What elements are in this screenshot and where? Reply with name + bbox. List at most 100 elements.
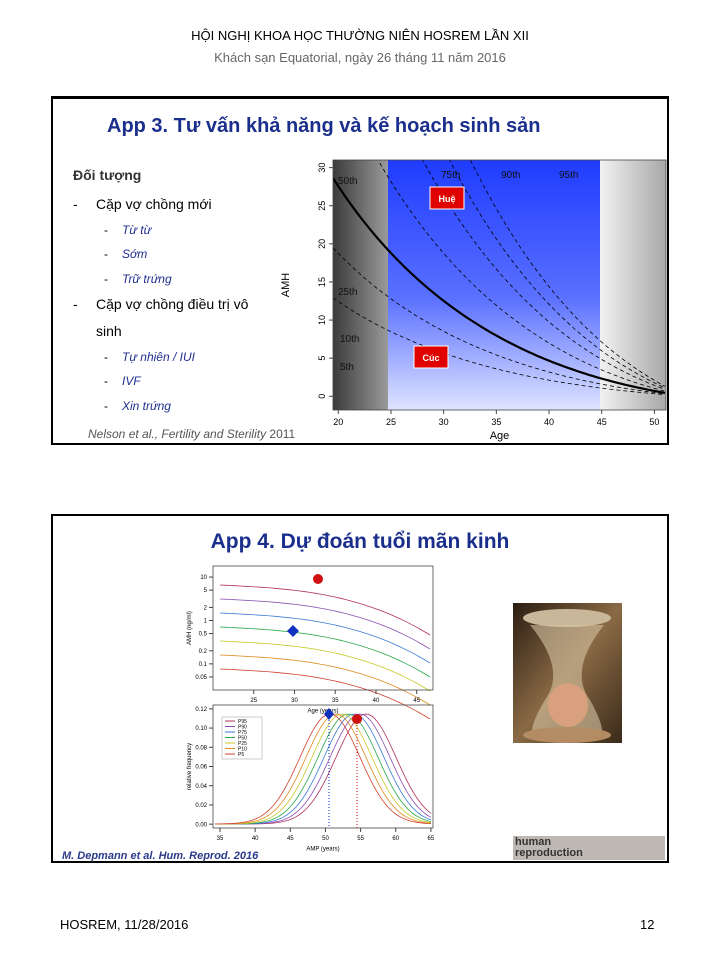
bullet: - <box>104 374 108 388</box>
x-tick-label: 45 <box>413 698 420 704</box>
x-tick-label: 30 <box>291 698 298 704</box>
citation-year: 2011 <box>269 427 296 441</box>
illustration <box>513 603 622 743</box>
logo-line: human <box>515 836 552 848</box>
y-tick-label: 10 <box>317 315 327 325</box>
bullet: - <box>104 350 108 364</box>
bullet: - <box>104 272 108 286</box>
x-axis-label: Age <box>490 430 510 442</box>
curve-label: 90th <box>501 170 520 181</box>
percentile-curve <box>377 160 666 392</box>
plot-frame <box>212 565 434 691</box>
y-tick-label: 0.1 <box>199 662 208 668</box>
citation-text: Nelson et al., Fertility and Sterility <box>88 427 267 441</box>
citation: Nelson et al., Fertility and Sterility 2… <box>88 427 295 441</box>
percentile-curve <box>333 177 666 394</box>
legend-label: P10 <box>238 747 247 753</box>
trend-curve <box>219 598 431 650</box>
x-tick-label: 60 <box>392 836 399 842</box>
trend-curve <box>219 584 431 636</box>
item: Xin trứng <box>122 399 171 413</box>
citation: M. Depmann et al. Hum. Reprod. 2016 <box>62 850 259 862</box>
footer-left: HOSREM, 11/28/2016 <box>60 917 189 932</box>
item: Sớm <box>122 247 148 261</box>
density-curve <box>215 713 432 825</box>
marker-label: Cúc <box>422 353 439 363</box>
percentile-curve <box>422 160 666 390</box>
item: Tự nhiên / IUI <box>122 350 195 364</box>
y-tick-label: 5 <box>317 356 327 361</box>
bullet: - <box>104 399 108 413</box>
bullet: - <box>104 223 108 237</box>
curve-label: 50th <box>338 176 357 187</box>
y-tick-label: 2 <box>204 606 208 612</box>
x-tick-label: 40 <box>252 836 259 842</box>
group-label: Cặp vợ chồng điều trị vô sinh <box>96 296 249 339</box>
bullet: - <box>73 296 78 312</box>
legend-label: P50 <box>238 736 247 742</box>
density-curve <box>215 713 432 825</box>
y-axis-label: AMH <box>280 273 292 298</box>
y-tick-label: 0.2 <box>199 649 208 655</box>
logo: human reproduction <box>513 836 665 860</box>
legend-label: P5 <box>238 752 244 758</box>
y-tick-label: 0.08 <box>195 745 207 751</box>
y-axis-label: AMH (ng/ml) <box>187 611 193 645</box>
y-tick-label: 0.10 <box>195 726 207 732</box>
trend-curve <box>219 640 431 692</box>
percentile-curve <box>333 247 666 395</box>
group-label: Cặp vợ chồng mới <box>96 196 212 212</box>
x-tick-label: 35 <box>491 417 501 427</box>
y-tick-label: 10 <box>200 575 207 581</box>
marker-box <box>413 345 449 369</box>
trend-curve <box>219 654 431 706</box>
y-tick-label: 0.12 <box>195 707 207 713</box>
shade-mid <box>388 160 600 410</box>
x-axis-label: Age (years) <box>307 709 338 715</box>
item: Trữ trứng <box>122 272 172 286</box>
slide <box>51 514 669 863</box>
x-tick-label: 50 <box>649 417 659 427</box>
y-tick-label: 30 <box>317 163 327 173</box>
y-tick-label: 25 <box>317 201 327 211</box>
x-tick-label: 50 <box>322 836 329 842</box>
legend-label: P95 <box>238 719 247 725</box>
x-tick-label: 20 <box>333 417 343 427</box>
plot-frame <box>332 159 667 411</box>
y-tick-label: 0.5 <box>199 632 208 638</box>
y-tick-label: 0.06 <box>195 765 207 771</box>
y-axis-label: relative frequency <box>187 743 193 790</box>
shade-left <box>333 160 388 410</box>
x-tick-label: 40 <box>373 698 380 704</box>
x-tick-label: 35 <box>217 836 224 842</box>
slide-title: App 3. Tư vấn khả năng và kế hoạch sinh … <box>107 115 541 137</box>
percentile-curve <box>333 297 666 395</box>
legend-label: P90 <box>238 725 247 731</box>
curve-label: 10th <box>340 334 359 345</box>
page-number: 12 <box>640 917 655 932</box>
highlight-point <box>313 574 323 584</box>
y-tick-label: 5 <box>204 588 208 594</box>
curves <box>333 160 666 395</box>
x-tick-label: 65 <box>428 836 435 842</box>
x-axis-label: AMP (years) <box>306 847 339 853</box>
y-tick-label: 0 <box>317 394 327 399</box>
y-tick-label: 0.02 <box>195 803 207 809</box>
trend-curve <box>219 612 431 664</box>
trend-curve <box>219 668 431 720</box>
slide-title: App 4. Dự đoán tuổi mãn kinh <box>210 530 510 553</box>
y-tick-label: 0.04 <box>195 784 207 790</box>
x-tick-label: 55 <box>357 836 364 842</box>
y-tick-label: 1 <box>204 619 208 625</box>
curve-label: 75th <box>441 170 460 181</box>
y-tick-label: 0.05 <box>195 675 207 681</box>
x-tick-label: 40 <box>544 417 554 427</box>
marker-label: Huệ <box>438 194 455 204</box>
y-tick-label: 15 <box>317 277 327 287</box>
header-title: HỘI NGHỊ KHOA HỌC THƯỜNG NIÊN HOSREM LẦN… <box>191 28 529 43</box>
curve-label: 25th <box>338 287 357 298</box>
item: IVF <box>122 374 141 388</box>
x-tick-label: 45 <box>597 417 607 427</box>
